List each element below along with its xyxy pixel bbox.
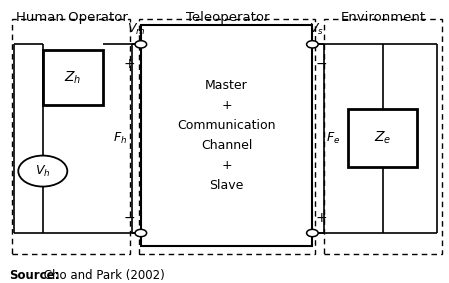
Bar	[43, 50, 103, 105]
Text: −: −	[316, 57, 327, 71]
Text: Environment: Environment	[341, 10, 426, 23]
Circle shape	[307, 229, 318, 237]
Circle shape	[307, 41, 318, 48]
Bar	[141, 25, 313, 246]
Text: $Z_e$: $Z_e$	[374, 130, 391, 146]
Text: Human Operator: Human Operator	[16, 10, 128, 23]
Text: $F_e$: $F_e$	[326, 131, 340, 146]
Text: +: +	[316, 211, 327, 224]
Circle shape	[135, 229, 147, 237]
Text: $V_m$: $V_m$	[127, 22, 145, 37]
Circle shape	[135, 41, 147, 48]
Text: Master
+
Communication
Channel
+
Slave: Master + Communication Channel + Slave	[177, 79, 276, 192]
Text: $V_h$: $V_h$	[35, 164, 51, 179]
Text: $V_s$: $V_s$	[309, 22, 324, 37]
Text: −: −	[124, 211, 136, 224]
Bar	[12, 19, 130, 254]
Bar	[348, 109, 417, 167]
Text: Cho and Park (2002): Cho and Park (2002)	[40, 269, 164, 282]
Text: Teleoperator: Teleoperator	[186, 10, 269, 23]
Text: +: +	[124, 57, 136, 71]
Text: $Z_h$: $Z_h$	[64, 69, 82, 86]
Bar	[324, 19, 442, 254]
Text: $F_h$: $F_h$	[113, 131, 128, 146]
Text: Source:: Source:	[9, 269, 59, 282]
Bar	[139, 19, 315, 254]
Circle shape	[18, 156, 67, 186]
